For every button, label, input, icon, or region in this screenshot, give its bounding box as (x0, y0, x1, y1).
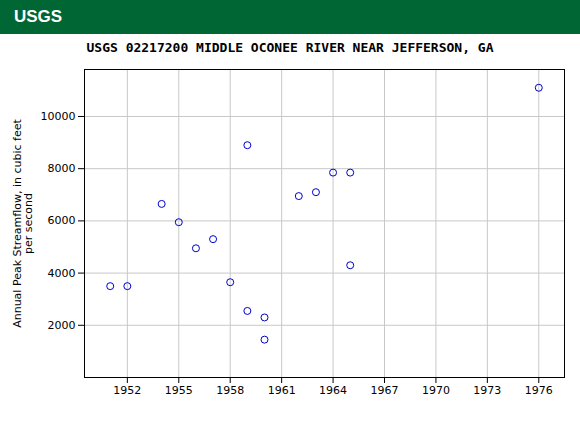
html-text:USGS 02217200 MIDDLE OCONEE RI: USGS 02217200 MIDDLE OCONEE RIVER NEAR J… (86, 40, 494, 55)
svg-text:6000: 6000 (48, 214, 76, 227)
svg-text:1976: 1976 (525, 384, 553, 397)
svg-text:1952: 1952 (113, 384, 141, 397)
html-text:USGS: USGS (14, 7, 63, 26)
svg-text:8000: 8000 (48, 162, 76, 175)
svg-text:1958: 1958 (216, 384, 244, 397)
svg-text:2000: 2000 (48, 319, 76, 332)
svg-text:1973: 1973 (473, 384, 501, 397)
svg-text:1964: 1964 (319, 384, 347, 397)
svg-text:10000: 10000 (41, 110, 76, 123)
svg-text:1967: 1967 (371, 384, 399, 397)
svg-text:Annual Peak Streamflow, in cub: Annual Peak Streamflow, in cubic feetper… (11, 118, 35, 327)
svg-text:4000: 4000 (48, 267, 76, 280)
svg-text:1961: 1961 (268, 384, 296, 397)
svg-text:1955: 1955 (165, 384, 193, 397)
svg-text:1970: 1970 (422, 384, 450, 397)
